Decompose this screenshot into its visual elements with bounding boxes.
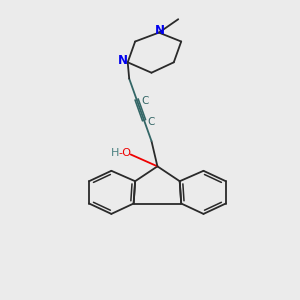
Text: N: N [154, 24, 164, 37]
Text: C: C [141, 96, 148, 106]
Text: H: H [111, 148, 119, 158]
Text: C: C [148, 117, 155, 127]
Text: N: N [118, 54, 128, 67]
Text: -O: -O [119, 148, 132, 158]
